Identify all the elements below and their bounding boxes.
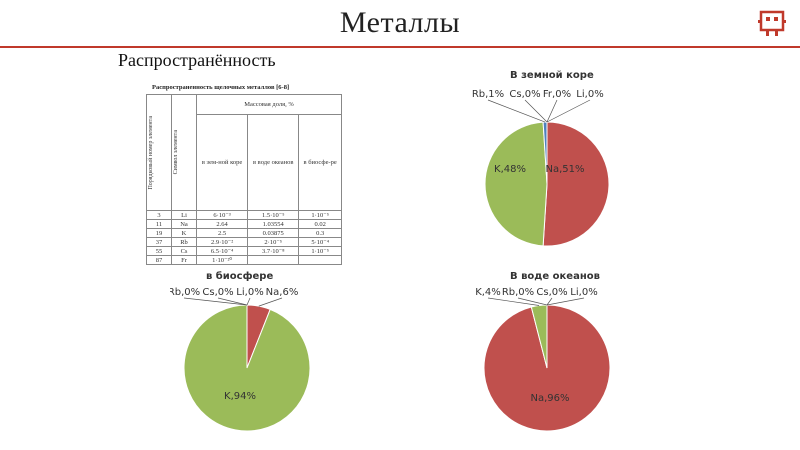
leader-line-li [546,99,591,123]
pie-chart-biosphere: Na,6% K,94% Rb,0% Cs,0% Li,0% [170,287,311,432]
table-row: 3 Li 6·10⁻³ 1.5·10⁻⁵ 1·10⁻⁵ [146,210,342,220]
table-row: 55 Cs 6.5·10⁻⁴ 3.7·10⁻⁸ 1·10⁻⁵ [146,246,342,256]
pie-label-li: Li,0% [236,287,263,298]
table-cell-bio: 0.3 [298,228,342,238]
pie-label-rb: Rb,0% [170,287,200,298]
leader-line-li [246,297,251,306]
header-symbol: Символ элемента [171,94,197,211]
abundance-table-figure: Распространенность щелочных металлов [6-… [146,84,342,265]
logo-icon [758,10,786,36]
leader-line-rb [487,99,546,123]
leader-line-na [258,297,283,307]
table-row: 37 Rb 2.9·10⁻² 2·10⁻⁵ 5·10⁻⁴ [146,237,342,247]
table-cell-sym: Fr [171,255,197,265]
table-cell-ocean: 3.7·10⁻⁸ [247,246,300,256]
pie-label-fr: Fr,0% [543,89,571,100]
table-cell-bio: 5·10⁻⁴ [298,237,342,247]
pie-title-biosphere: в биосфере [206,271,274,282]
table-cell-bio: 0.02 [298,219,342,229]
header-biosphere: в биосфе-ре [298,114,342,211]
header-ocean: в воде океанов [247,114,300,211]
header-order-number: Порядковый номер элемента [146,94,172,211]
leader-line-rb [517,297,548,306]
pie-label-k: K,94% [224,391,256,402]
table-cell-bio: 1·10⁻⁵ [298,210,342,220]
table-cell-sym: K [171,228,197,238]
pie-chart-ocean: Na,96% K,4% Rb,0% Cs,0% Li,0% [475,287,611,432]
table-cell-bio: 1·10⁻⁵ [298,246,342,256]
pie-label-rb: Rb,0% [502,287,534,298]
header-mass-fraction: Массовая доля, % [196,94,342,115]
table-cell-n: 55 [146,246,172,256]
pie-label-na: Na,51% [545,164,584,175]
table-cell-sym: Na [171,219,197,229]
pie-label-li: Li,0% [576,89,603,100]
title-divider [0,46,800,48]
pie-label-na: Na,96% [530,393,569,404]
pie-label-k: K,48% [494,164,526,175]
table-cell-crust: 2.9·10⁻² [195,237,249,247]
pie-chart-crust: Na,51% K,48% Rb,1% Cs,0% Fr,0% Li,0% [472,89,610,247]
leader-line-li [546,297,585,306]
table-cell-ocean: 1.5·10⁻⁵ [247,210,300,220]
table-cell-n: 37 [146,237,172,247]
leader-line-k [487,297,540,306]
slide-title: Металлы [339,6,461,39]
table-cell-ocean [247,255,300,265]
table-cell-n: 87 [146,255,172,265]
leader-line-fr [546,99,558,123]
table-cell-sym: Li [171,210,197,220]
pie-slice-k [484,121,548,247]
pie-label-cs: Cs,0% [509,89,540,100]
leader-line-cs [217,297,248,306]
leader-line-rb [183,297,248,306]
table-cell-sym: Rb [171,237,197,247]
section-subtitle: Распространённость [118,50,276,70]
table-cell-n: 19 [146,228,172,238]
table-caption: Распространенность щелочных металлов [6-… [152,84,290,91]
table-cell-crust: 2.64 [195,219,249,229]
table-cell-n: 11 [146,219,172,229]
table-cell-sym: Cs [171,246,197,256]
table-cell-ocean: 0.03875 [247,228,300,238]
table-cell-crust: 1·10⁻²⁰ [195,255,249,265]
abundance-table: Порядковый номер элемента Символ элемент… [146,94,342,265]
table-body: 3 Li 6·10⁻³ 1.5·10⁻⁵ 1·10⁻⁵ 11 Na 2.64 1.03554 0.… [146,210,342,265]
pie-title-ocean: В воде океанов [510,271,600,282]
pie-title-crust: В земной коре [510,70,594,81]
table-cell-bio [298,255,342,265]
pie-label-na: Na,6% [266,287,299,298]
pie-slice-na [542,121,610,247]
table-row: 11 Na 2.64 1.03554 0.02 [146,219,342,229]
pie-label-cs: Cs,0% [202,287,233,298]
table-cell-crust: 6.5·10⁻⁴ [195,246,249,256]
table-cell-crust: 2.5 [195,228,249,238]
table-cell-crust: 6·10⁻³ [195,210,249,220]
table-row: 87 Fr 1·10⁻²⁰ [146,255,342,265]
table-cell-ocean: 1.03554 [247,219,300,229]
pie-slice-k [183,304,311,432]
pie-label-k: K,4% [475,287,501,298]
table-row: 19 K 2.5 0.03875 0.3 [146,228,342,238]
pie-label-li: Li,0% [570,287,597,298]
table-cell-ocean: 2·10⁻⁵ [247,237,300,247]
leader-line-cs [546,297,553,306]
leader-line-cs [524,99,548,123]
pie-label-rb: Rb,1% [472,89,504,100]
table-cell-n: 3 [146,210,172,220]
header-crust: в зем-ной коре [195,114,249,211]
pie-label-cs: Cs,0% [536,287,567,298]
